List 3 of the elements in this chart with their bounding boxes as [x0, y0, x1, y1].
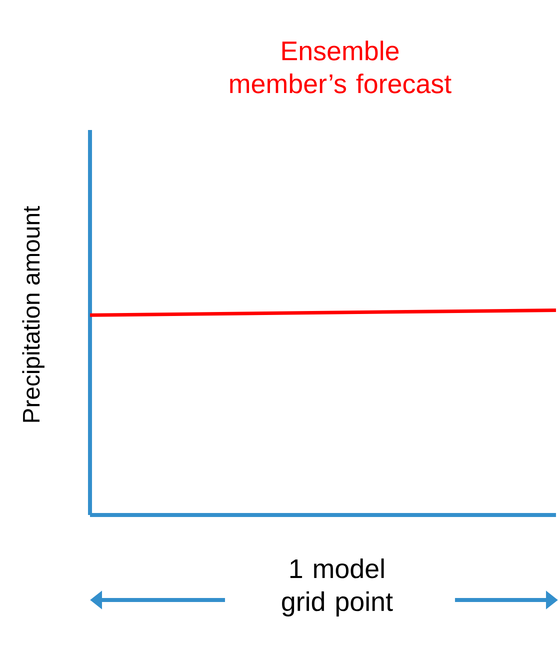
- x-axis-title: 1 model grid point: [282, 558, 393, 616]
- chart-title: Ensemble member’s forecast: [230, 40, 452, 94]
- y-axis-title: Precipitation amount: [22, 206, 44, 422]
